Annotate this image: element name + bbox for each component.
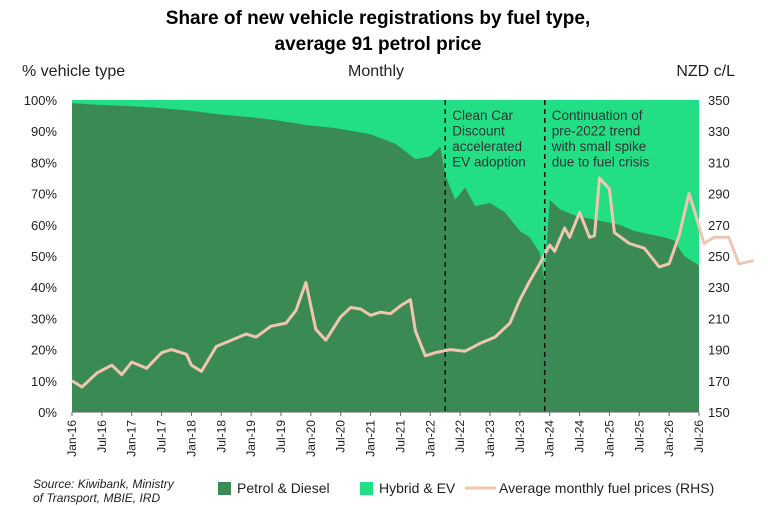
y-right-tick-label: 170 (708, 374, 730, 389)
x-tick-label: Jan-22 (423, 420, 437, 457)
x-tick-label: Jul-24 (573, 420, 587, 453)
y-left-tick-label: 60% (31, 218, 57, 233)
y-axis-left: 0% 10% 20% 30% 40% 50% 60% 70% 80% 90% 100% (24, 93, 58, 420)
y-left-tick-label: 40% (31, 280, 57, 295)
y-left-tick-label: 10% (31, 374, 57, 389)
x-tick-label: Jan-21 (364, 420, 378, 457)
source-text: Source: Kiwibank, Ministry of Transport,… (33, 477, 177, 505)
y-right-tick-label: 310 (708, 155, 730, 170)
legend-label-hybrid: Hybrid & EV (379, 480, 456, 496)
y-right-tick-label: 190 (708, 343, 730, 358)
y-right-tick-label: 250 (708, 249, 730, 264)
chart-title-line-2: average 91 petrol price (275, 34, 482, 55)
y-right-tick-label: 210 (708, 311, 730, 326)
x-tick-label: Jul-22 (453, 420, 467, 453)
x-tick-label: Jul-19 (274, 420, 288, 453)
annotations: Clean Car Discount accelerated EV adoption C… (444, 100, 650, 412)
x-axis: Jan-16 Jul-16 Jan-17 Jul-17 Jan-18 Jul-18 Jan-… (65, 411, 706, 457)
source-note: Source: Kiwibank, Ministry of Transport,… (33, 477, 177, 505)
line-fuel-price (71, 176, 755, 389)
y-left-tick-label: 30% (31, 311, 57, 326)
y-right-tick-label: 350 (708, 93, 730, 108)
x-tick-label: Jan-17 (125, 420, 139, 457)
y-axis-left-label: % vehicle type (22, 63, 125, 80)
x-tick-label: Jan-23 (483, 420, 497, 457)
y-left-tick-label: 100% (24, 93, 58, 108)
y-left-tick-label: 90% (31, 124, 57, 139)
y-left-tick-label: 70% (31, 187, 57, 202)
plot-area (71, 100, 755, 412)
x-tick-label: Jul-26 (692, 420, 706, 453)
y-left-tick-label: 80% (31, 155, 57, 170)
legend: Petrol & Diesel Hybrid & EV Average mont… (218, 480, 714, 496)
x-tick-label: Jul-25 (632, 420, 646, 453)
area-petrol-diesel (72, 103, 699, 412)
legend-label-petrol: Petrol & Diesel (237, 480, 330, 496)
x-tick-label: Jul-16 (95, 420, 109, 453)
x-tick-label: Jan-18 (184, 420, 198, 457)
x-tick-label: Jan-20 (304, 420, 318, 457)
x-tick-label: Jul-17 (155, 420, 169, 453)
x-tick-label: Jan-19 (244, 420, 258, 457)
y-left-tick-label: 50% (31, 249, 57, 264)
y-left-tick-label: 0% (38, 405, 57, 420)
chart-title-line-1: Share of new vehicle registrations by fu… (166, 8, 590, 29)
x-tick-label: Jul-20 (334, 420, 348, 453)
chart-subtitle: Monthly (348, 63, 404, 80)
y-right-tick-label: 330 (708, 124, 730, 139)
legend-item-fuel[interactable]: Average monthly fuel prices (RHS) (465, 480, 714, 496)
y-left-tick-label: 20% (31, 343, 57, 358)
x-tick-label: Jul-21 (393, 420, 407, 453)
x-tick-label: Jan-24 (543, 420, 557, 457)
y-axis-right: 150 170 190 210 230 250 270 290 310 330 350 (708, 93, 730, 420)
y-right-tick-label: 230 (708, 280, 730, 295)
legend-swatch-petrol (218, 482, 231, 495)
x-tick-label: Jul-23 (513, 420, 527, 453)
x-tick-label: Jan-25 (602, 420, 616, 457)
legend-item-petrol[interactable]: Petrol & Diesel (218, 480, 330, 496)
x-tick-label: Jan-26 (662, 420, 676, 457)
y-right-tick-label: 150 (708, 405, 730, 420)
y-right-tick-label: 270 (708, 218, 730, 233)
y-axis-right-label: NZD c/L (676, 63, 735, 80)
legend-item-hybrid[interactable]: Hybrid & EV (360, 480, 456, 496)
legend-swatch-hybrid (360, 482, 373, 495)
legend-label-fuel: Average monthly fuel prices (RHS) (499, 480, 714, 496)
x-tick-label: Jan-16 (65, 420, 79, 457)
annotation-text: Continuation of pre-2022 trend with small … (551, 108, 650, 170)
annotation-text: Clean Car Discount accelerated EV adoption (452, 108, 526, 170)
x-tick-label: Jul-18 (214, 420, 228, 453)
y-right-tick-label: 290 (708, 187, 730, 202)
